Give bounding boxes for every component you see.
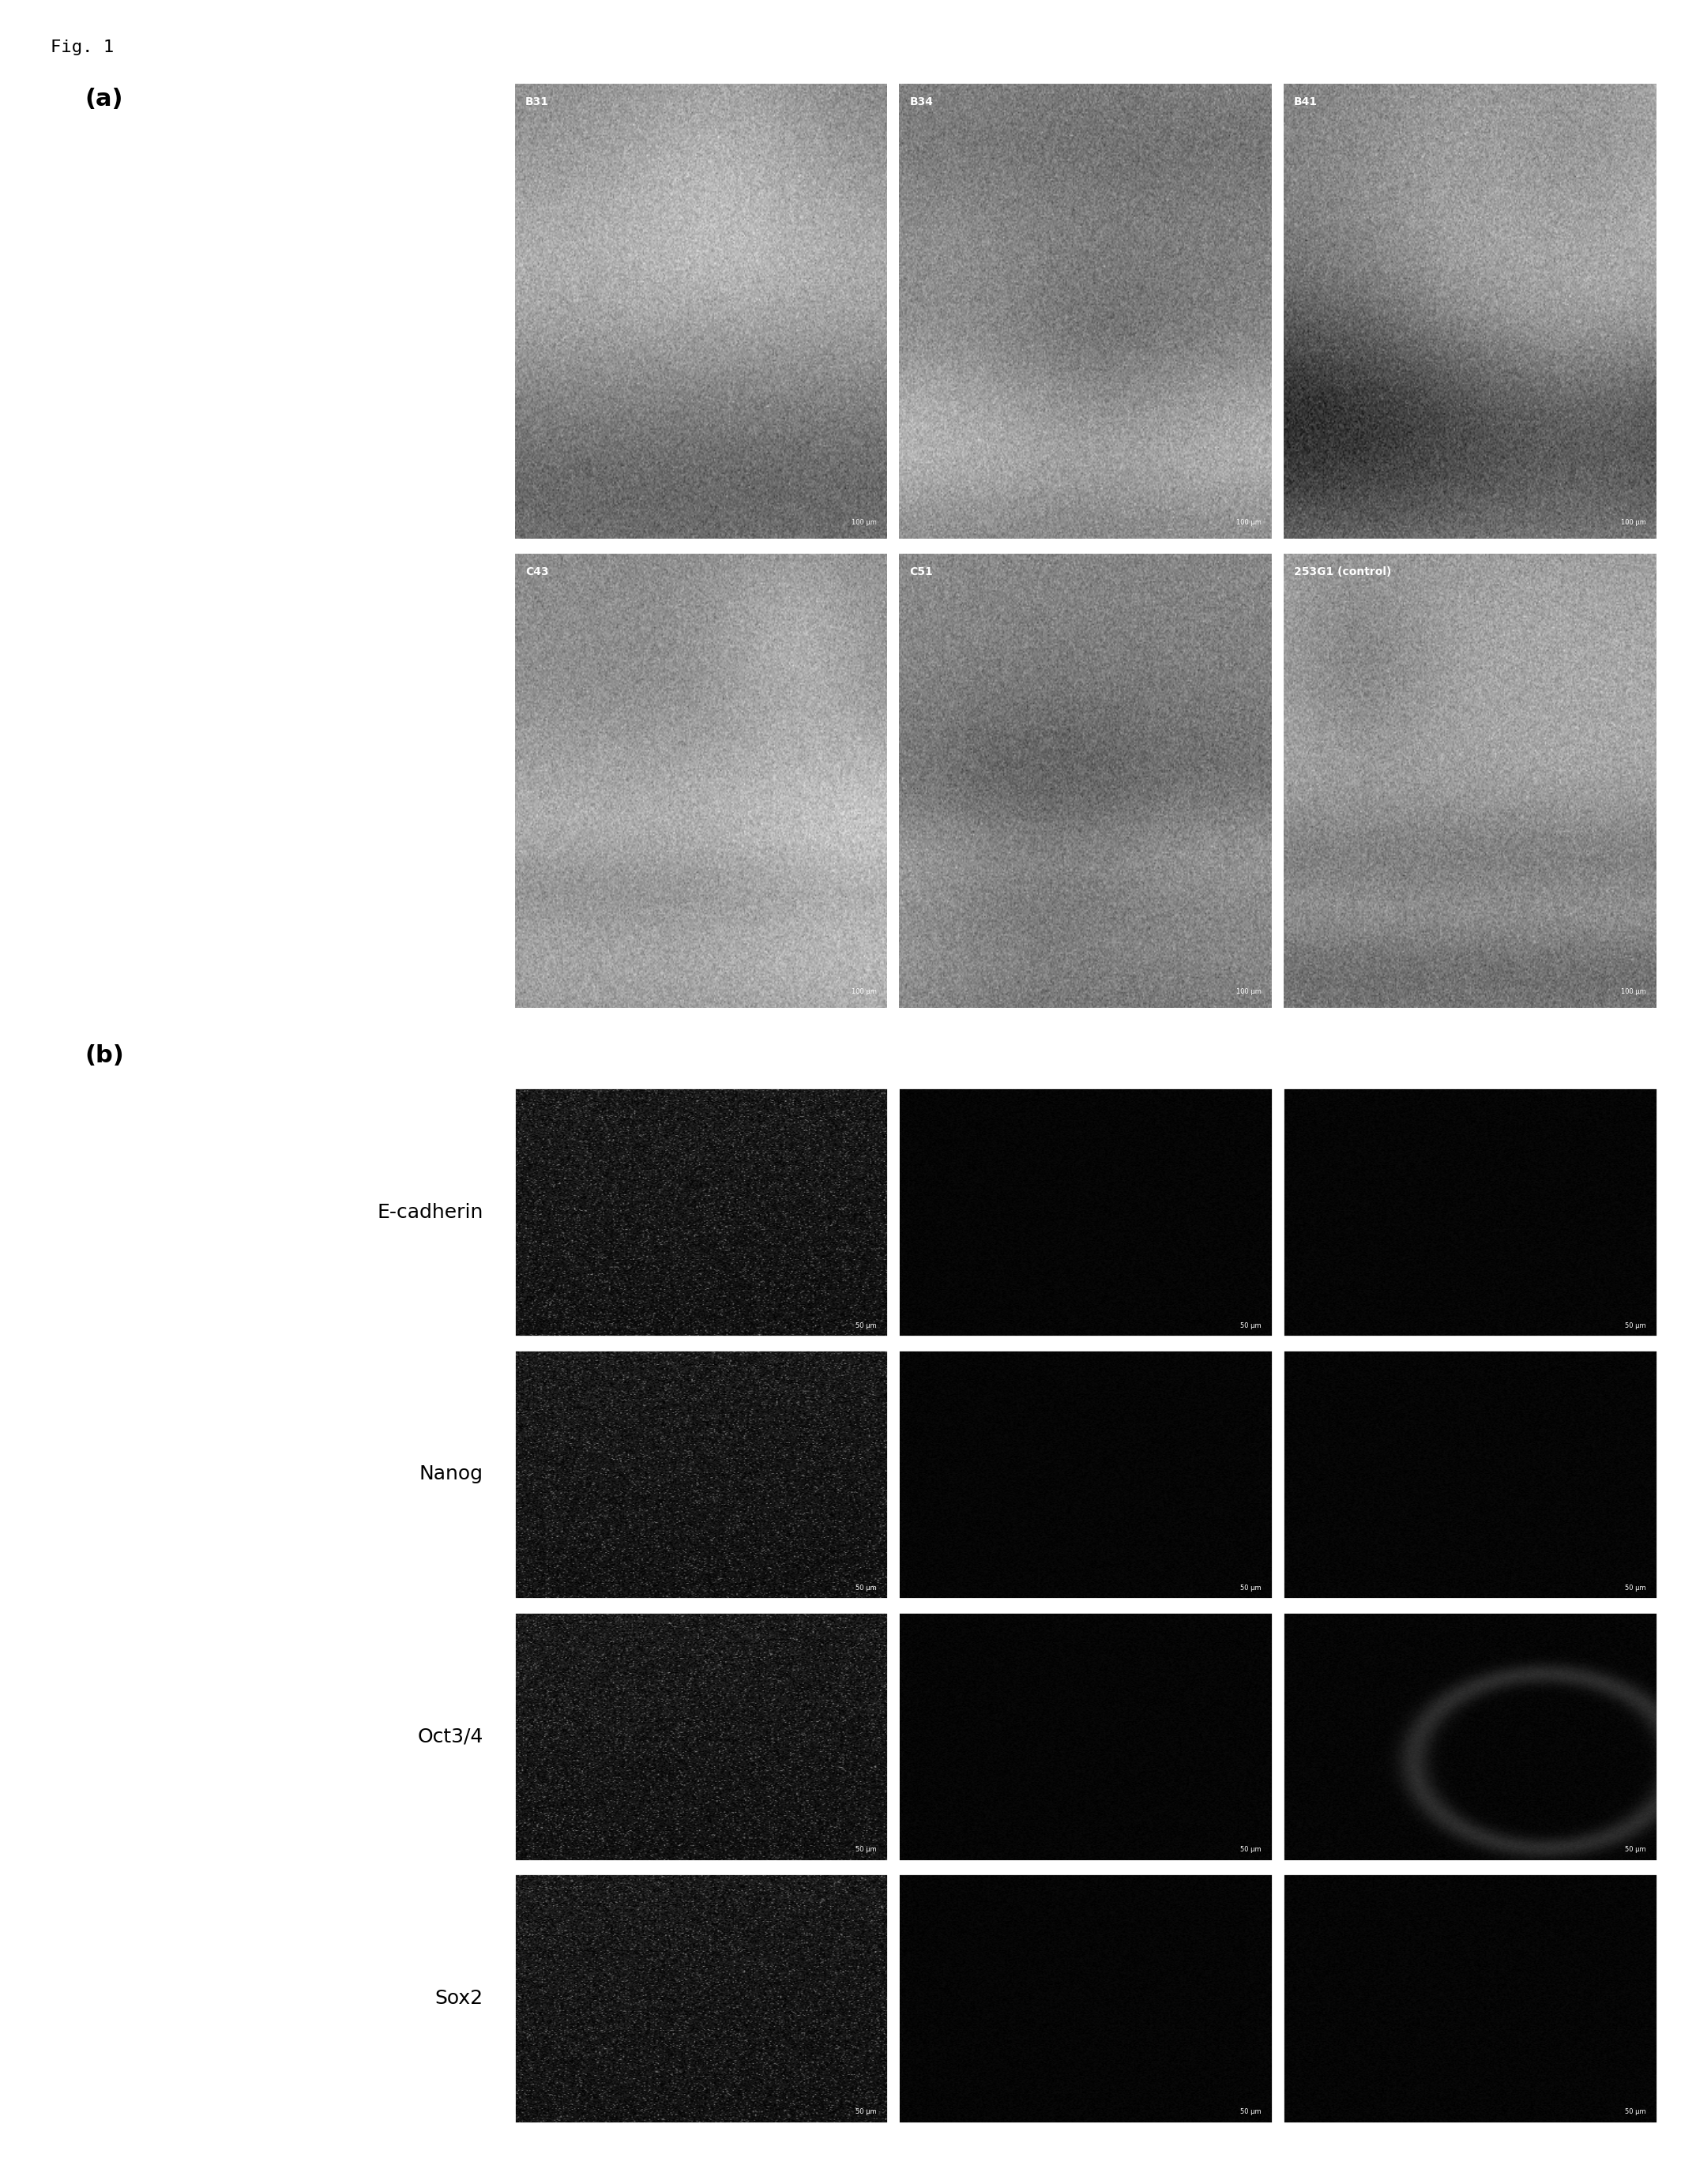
Text: 50 μm: 50 μm (856, 2108, 877, 2116)
Text: 100 μm: 100 μm (1236, 987, 1262, 996)
Text: 50 μm: 50 μm (1240, 1321, 1262, 1330)
Text: 50 μm: 50 μm (1625, 1845, 1645, 1854)
Text: (b): (b) (85, 1044, 124, 1066)
Text: 100 μm: 100 μm (851, 987, 877, 996)
Text: Sox2: Sox2 (436, 1990, 483, 2007)
Text: Fig. 1: Fig. 1 (51, 39, 114, 55)
Text: B41: B41 (1294, 96, 1318, 107)
Text: Oct3/4: Oct3/4 (417, 1728, 483, 1745)
Text: B34: B34 (909, 96, 933, 107)
Text: C51: C51 (909, 566, 933, 577)
Text: 50 μm: 50 μm (1240, 1583, 1262, 1592)
Text: C43: C43 (526, 566, 548, 577)
Text: 253G1 (control): 253G1 (control) (1294, 566, 1391, 577)
Text: (a): (a) (85, 87, 124, 109)
Text: 50 μm: 50 μm (1240, 1845, 1262, 1854)
Text: 50 μm: 50 μm (856, 1845, 877, 1854)
Text: 100 μm: 100 μm (1621, 518, 1645, 526)
Text: Nanog: Nanog (419, 1465, 483, 1483)
Text: 100 μm: 100 μm (851, 518, 877, 526)
Text: 50 μm: 50 μm (1625, 2108, 1645, 2116)
Text: E-cadherin: E-cadherin (377, 1203, 483, 1221)
Text: B31: B31 (526, 96, 550, 107)
Text: 50 μm: 50 μm (1240, 2108, 1262, 2116)
Text: 50 μm: 50 μm (1625, 1321, 1645, 1330)
Text: 50 μm: 50 μm (856, 1583, 877, 1592)
Text: 50 μm: 50 μm (856, 1321, 877, 1330)
Text: 100 μm: 100 μm (1236, 518, 1262, 526)
Text: 50 μm: 50 μm (1625, 1583, 1645, 1592)
Text: 100 μm: 100 μm (1621, 987, 1645, 996)
